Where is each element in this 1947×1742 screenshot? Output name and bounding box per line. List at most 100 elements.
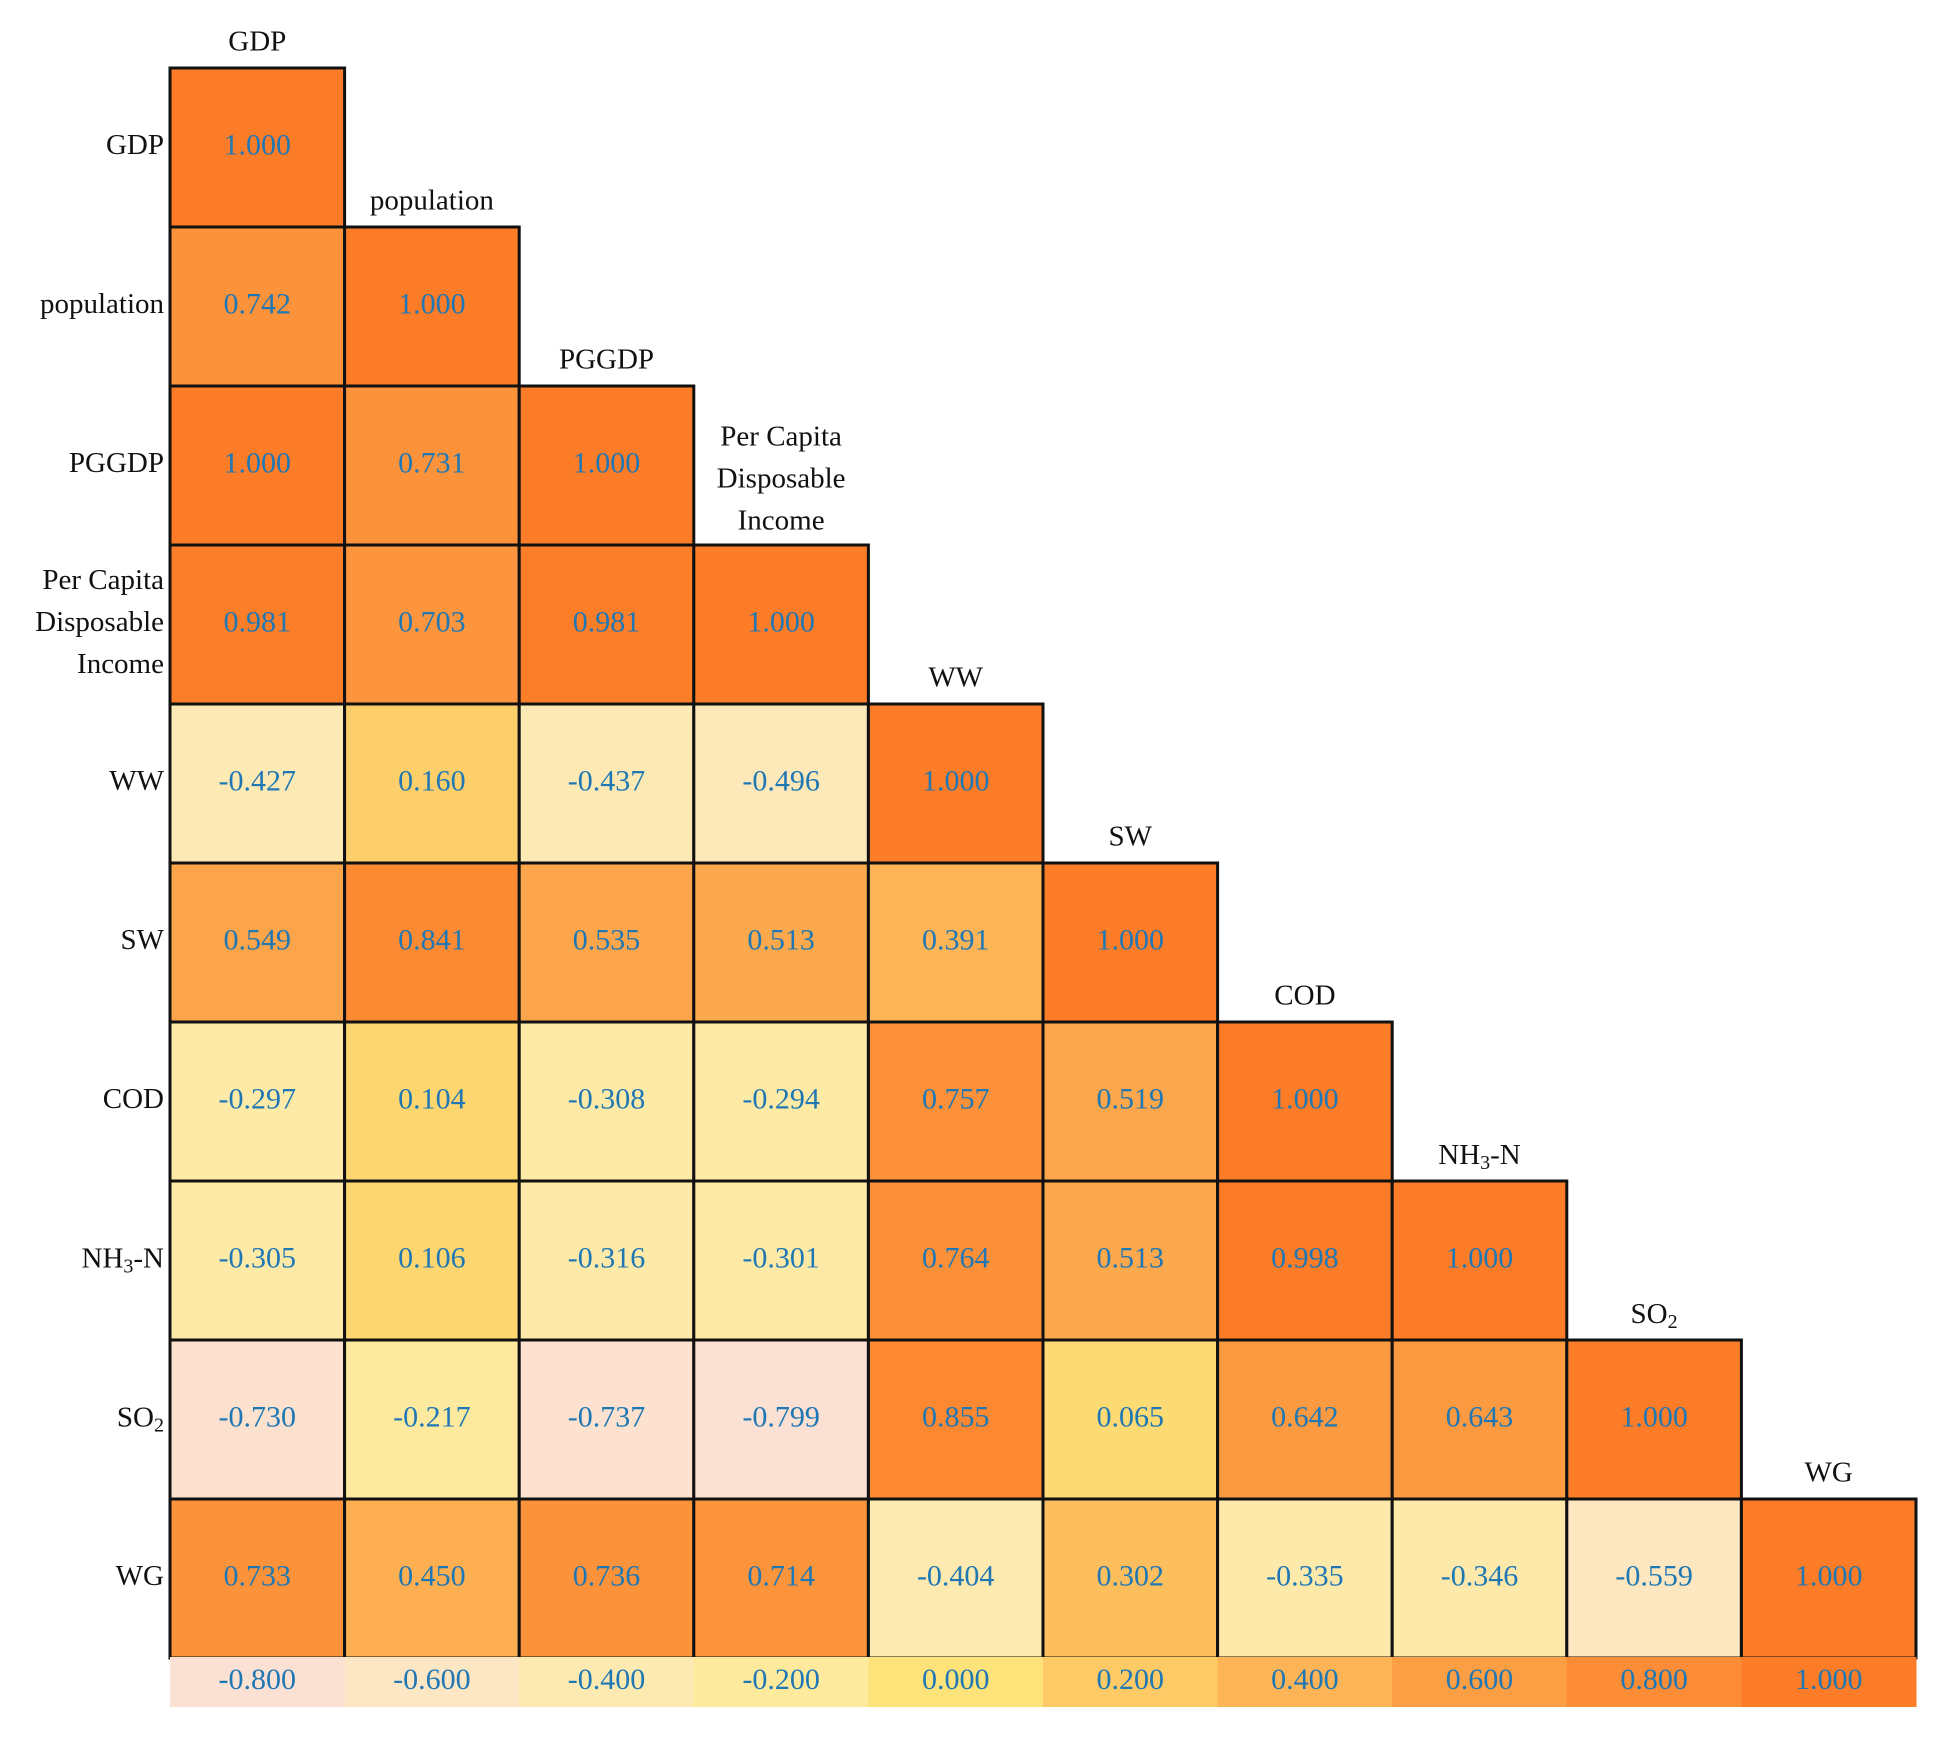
legend-tick-label: 1.000: [1795, 1663, 1863, 1696]
cell-value-label: -0.297: [219, 1082, 297, 1115]
cell-value-label: 0.731: [398, 446, 466, 479]
legend-swatch: [1741, 1657, 1917, 1707]
heatmap-cell: [1390, 1179, 1569, 1342]
cell-value-label: -0.737: [568, 1400, 646, 1433]
heatmap-cell: [343, 1497, 521, 1660]
row-label: WW: [109, 765, 164, 797]
legend-swatch: [170, 1657, 346, 1707]
heatmap-cell: [343, 543, 521, 706]
column-label: GDP: [228, 26, 286, 58]
cell-value-label: 0.703: [398, 605, 466, 638]
heatmap-cell: [168, 1179, 347, 1342]
heatmap-cell: [343, 1020, 521, 1183]
legend-tick-label: -0.600: [393, 1663, 471, 1696]
heatmap-cell: [343, 861, 521, 1024]
cell-value-label: -0.301: [742, 1241, 820, 1274]
axis-labels: GDP population PGGDP Per Capita Disposable In…: [35, 26, 1853, 1593]
cell-value-label: -0.437: [568, 764, 646, 797]
column-label: SO2: [1631, 1298, 1678, 1333]
cell-value-label: -0.799: [742, 1400, 820, 1433]
cell-value-label: 0.714: [747, 1559, 815, 1592]
heatmap-cell: [1565, 1338, 1743, 1501]
heatmap-cell: [1739, 1497, 1918, 1660]
heatmap-cell: [1565, 1497, 1743, 1660]
heatmap-cell: [517, 861, 696, 1024]
row-label-line-1: Per Capita: [42, 564, 164, 596]
heatmap-cell: [866, 1497, 1045, 1660]
row-label: SW: [121, 924, 165, 956]
column-label: WW: [928, 662, 983, 694]
row-label: NH3-N: [82, 1242, 165, 1277]
heatmap-cell: [1041, 861, 1220, 1024]
legend-swatch: [1566, 1657, 1742, 1707]
column-label-line-2: Disposable: [717, 463, 846, 495]
cell-value-label: 1.000: [1097, 923, 1165, 956]
cell-value-label: 0.065: [1097, 1400, 1165, 1433]
cell-value-label: 0.757: [922, 1082, 990, 1115]
row-label: GDP: [106, 129, 164, 161]
cell-value-label: 0.742: [224, 287, 292, 320]
cell-value-label: 0.106: [398, 1241, 466, 1274]
cell-value-label: -0.496: [742, 764, 820, 797]
heatmap-cell: [692, 702, 870, 865]
heatmap-cell: [1041, 1020, 1220, 1183]
cell-value-label: 1.000: [1620, 1400, 1688, 1433]
row-label: SO2: [117, 1401, 164, 1436]
cell-value-label: 1.000: [1271, 1082, 1339, 1115]
heatmap-cell: [168, 1497, 347, 1660]
cell-value-label: 0.549: [224, 923, 292, 956]
cell-value-label: 1.000: [922, 764, 990, 797]
cell-value-label: 1.000: [747, 605, 815, 638]
heatmap-cell: [1216, 1020, 1394, 1183]
legend-swatch: [519, 1657, 695, 1707]
cell-value-label: 0.981: [224, 605, 292, 638]
heatmap-cell: [517, 384, 696, 547]
cell-value-label: 0.642: [1271, 1400, 1339, 1433]
heatmap-cell: [343, 702, 521, 865]
cell-value-label: 0.733: [224, 1559, 292, 1592]
cell-value-label: 0.513: [747, 923, 815, 956]
column-label: SW: [1109, 821, 1153, 853]
cell-value-label: -0.404: [917, 1559, 995, 1592]
cell-value-label: 0.513: [1097, 1241, 1165, 1274]
legend-tick-label: 0.200: [1097, 1663, 1165, 1696]
cell-value-label: 1.000: [1795, 1559, 1863, 1592]
column-label: WG: [1805, 1457, 1853, 1489]
legend-tick-label: 0.600: [1446, 1663, 1514, 1696]
cell-value-label: 1.000: [224, 446, 292, 479]
cell-value-label: -0.308: [568, 1082, 646, 1115]
cell-value-label: 0.302: [1097, 1559, 1165, 1592]
row-label: population: [40, 288, 165, 320]
legend-swatch: [1217, 1657, 1393, 1707]
cell-value-label: 0.643: [1446, 1400, 1514, 1433]
cell-value-label: 1.000: [224, 128, 292, 161]
cell-value-label: -0.346: [1441, 1559, 1519, 1592]
cell-value-label: 0.998: [1271, 1241, 1339, 1274]
heatmap-cell: [517, 1497, 696, 1660]
heatmap-cell: [517, 1179, 696, 1342]
column-label-line-3: Income: [738, 505, 825, 537]
legend-tick-label: -0.200: [742, 1663, 820, 1696]
heatmap-cell: [343, 225, 521, 388]
column-label-line-1: Per Capita: [720, 421, 842, 453]
cell-value-label: -0.730: [219, 1400, 297, 1433]
legend-swatch: [344, 1657, 520, 1707]
heatmap-cell: [517, 1338, 696, 1501]
cell-value-label: 0.855: [922, 1400, 990, 1433]
heatmap-cell: [1041, 1338, 1220, 1501]
legend-swatch: [1392, 1657, 1568, 1707]
cell-value-label: 0.535: [573, 923, 641, 956]
cell-value-label: 0.764: [922, 1241, 990, 1274]
row-label: PGGDP: [69, 447, 164, 479]
cell-value-label: -0.427: [219, 764, 297, 797]
row-label-line-2: Disposable: [35, 606, 164, 638]
cell-value-label: 1.000: [1446, 1241, 1514, 1274]
heatmap-cell: [1216, 1338, 1394, 1501]
cell-value-label: -0.217: [393, 1400, 471, 1433]
cell-value-label: 0.981: [573, 605, 641, 638]
legend-tick-label: -0.400: [568, 1663, 646, 1696]
cell-value-label: 0.841: [398, 923, 466, 956]
cell-value-label: -0.335: [1266, 1559, 1344, 1592]
cell-value-label: 0.104: [398, 1082, 466, 1115]
